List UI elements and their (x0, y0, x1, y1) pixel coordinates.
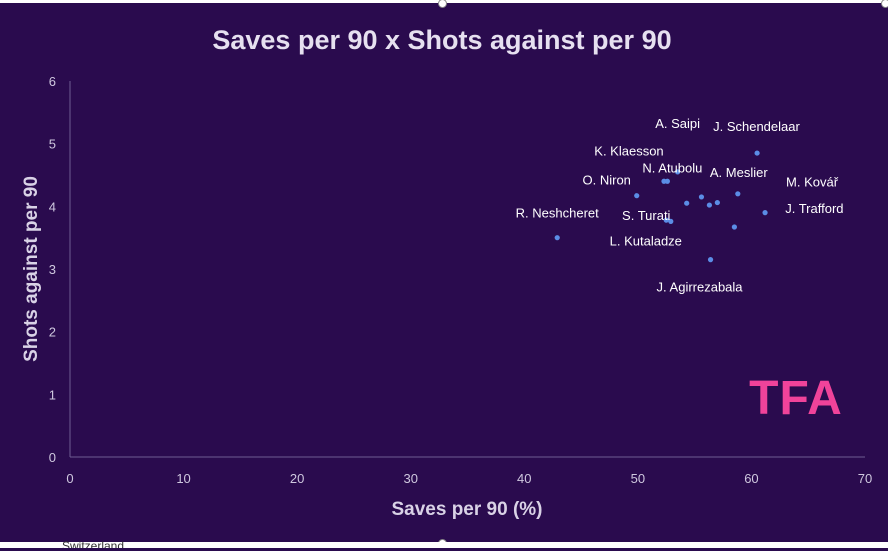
scatter-point (731, 224, 737, 230)
scatter-point (554, 235, 560, 241)
point-label: O. Niron (583, 173, 631, 188)
y-tick-label: 0 (49, 450, 56, 465)
scatter-point (675, 169, 681, 175)
chart-title: Saves per 90 x Shots against per 90 (212, 25, 671, 55)
data-points (554, 150, 768, 263)
y-axis-label: Shots against per 90 (21, 176, 42, 362)
y-tick-labels: 0 1 2 3 4 5 6 (49, 74, 56, 465)
scatter-chart: Saves per 90 x Shots against per 90 0 10 2… (21, 25, 872, 520)
resize-handle-top-right[interactable] (881, 0, 888, 8)
y-tick-label: 2 (49, 325, 56, 340)
x-tick-label: 0 (66, 471, 73, 486)
point-label: A. Saipi (655, 116, 700, 131)
point-label: K. Klaesson (594, 143, 663, 158)
x-tick-label: 10 (176, 471, 190, 486)
scatter-point (634, 193, 640, 199)
scatter-point (664, 178, 670, 184)
point-label: R. Neshcheret (516, 206, 599, 221)
x-tick-label: 30 (403, 471, 417, 486)
point-label: L. Kutaladze (610, 233, 682, 248)
bottom-strip (0, 542, 888, 548)
y-tick-label: 4 (49, 199, 56, 214)
resize-handle-top[interactable] (438, 0, 447, 8)
scatter-point (707, 257, 714, 263)
x-tick-label: 70 (858, 471, 872, 486)
scatter-point (714, 199, 720, 206)
y-tick-label: 5 (49, 137, 56, 152)
x-tick-label: 50 (631, 471, 645, 486)
scatter-point (754, 150, 760, 156)
x-tick-label: 60 (744, 471, 758, 486)
point-labels: A. Saipi J. Schendelaar K. Klaesson N. Atub… (516, 116, 844, 295)
scatter-point (668, 218, 674, 224)
x-tick-labels: 0 10 20 30 40 50 60 70 (66, 471, 872, 486)
y-tick-label: 1 (49, 387, 56, 402)
x-tick-label: 20 (290, 471, 304, 486)
point-label: M. Kovář (786, 175, 839, 190)
scatter-point (735, 191, 741, 197)
x-tick-label: 40 (517, 471, 531, 486)
point-label: N. Atubolu (642, 160, 702, 175)
background-text: Switzerland (62, 540, 125, 548)
scatter-point (663, 217, 669, 223)
x-axis-label: Saves per 90 (%) (391, 499, 542, 520)
y-tick-label: 6 (49, 74, 56, 89)
scatter-point (762, 210, 768, 216)
scatter-point (706, 202, 713, 208)
point-label: J. Agirrezabala (657, 280, 744, 295)
y-tick-label: 3 (49, 262, 56, 277)
scatter-point (698, 194, 705, 200)
point-label: J. Schendelaar (713, 119, 800, 134)
point-label: S. Turati (622, 208, 671, 223)
scatter-point (684, 200, 690, 206)
tfa-logo: TFA (749, 372, 843, 425)
point-label: A. Meslier (710, 165, 768, 180)
point-label: J. Trafford (785, 201, 843, 216)
